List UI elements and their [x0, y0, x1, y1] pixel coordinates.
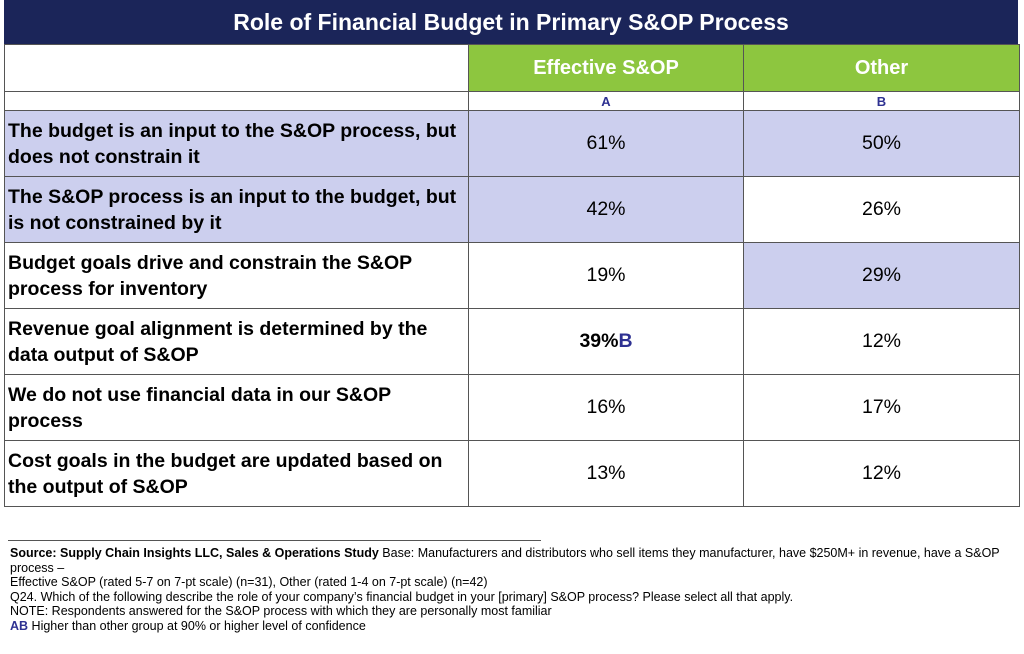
footnotes: Source: Supply Chain Insights LLC, Sales…: [10, 546, 1015, 633]
chart-title: Role of Financial Budget in Primary S&OP…: [4, 0, 1018, 44]
source-base: Base: Manufacturers and distributors who…: [10, 546, 1000, 575]
table-row: Revenue goal alignment is determined by …: [4, 308, 1020, 375]
significance-code: AB: [10, 618, 29, 633]
value-text: 12%: [861, 462, 902, 484]
significance-legend: AB Higher than other group at 90% or hig…: [10, 619, 1015, 634]
groups-note: Effective S&OP (rated 5-7 on 7-pt scale)…: [10, 575, 488, 589]
header-corner: [4, 44, 469, 92]
significance-marker: B: [618, 330, 633, 352]
value-text: 50%: [861, 132, 902, 154]
value-text: 39%: [579, 330, 619, 352]
results-table: Effective S&OP Other A B The budget is a…: [4, 44, 1020, 507]
table-row: Budget goals drive and constrain the S&O…: [4, 242, 1020, 309]
respondent-note: NOTE: Respondents answered for the S&OP …: [10, 604, 552, 618]
column-header-effective: Effective S&OP: [468, 44, 744, 92]
value-cell-other: 29%: [743, 242, 1020, 309]
value-cell-effective: 39%B: [468, 308, 744, 375]
value-text: 12%: [861, 330, 902, 352]
table-row: Cost goals in the budget are updated bas…: [4, 440, 1020, 507]
value-text: 13%: [586, 462, 626, 484]
table-row: The S&OP process is an input to the budg…: [4, 176, 1020, 243]
value-text: 26%: [861, 198, 902, 220]
row-label: The budget is an input to the S&OP proce…: [4, 110, 469, 177]
row-label: Budget goals drive and constrain the S&O…: [4, 242, 469, 309]
row-label: We do not use financial data in our S&OP…: [4, 374, 469, 441]
column-header-other: Other: [743, 44, 1020, 92]
value-cell-effective: 16%: [468, 374, 744, 441]
value-text: 61%: [586, 132, 626, 154]
value-text: 19%: [586, 264, 626, 286]
value-cell-other: 12%: [743, 440, 1020, 507]
letter-corner: [4, 91, 469, 111]
value-cell-other: 12%: [743, 308, 1020, 375]
table-row: We do not use financial data in our S&OP…: [4, 374, 1020, 441]
table-row: The budget is an input to the S&OP proce…: [4, 110, 1020, 177]
row-label: Cost goals in the budget are updated bas…: [4, 440, 469, 507]
significance-text: Higher than other group at 90% or higher…: [28, 618, 366, 633]
value-text: 42%: [586, 198, 626, 220]
footnote-divider: [8, 540, 541, 541]
value-cell-effective: 42%: [468, 176, 744, 243]
row-label: Revenue goal alignment is determined by …: [4, 308, 469, 375]
row-label: The S&OP process is an input to the budg…: [4, 176, 469, 243]
value-cell-effective: 61%: [468, 110, 744, 177]
value-cell-other: 26%: [743, 176, 1020, 243]
value-cell-effective: 13%: [468, 440, 744, 507]
column-letter-a: A: [468, 91, 744, 111]
value-cell-other: 50%: [743, 110, 1020, 177]
value-text: 29%: [861, 264, 902, 286]
column-letter-b: B: [743, 91, 1020, 111]
source-label: Source: Supply Chain Insights LLC, Sales…: [10, 546, 379, 560]
value-cell-other: 17%: [743, 374, 1020, 441]
question-note: Q24. Which of the following describe the…: [10, 589, 794, 604]
value-text: 16%: [586, 396, 626, 418]
source-note: Source: Supply Chain Insights LLC, Sales…: [10, 546, 1015, 575]
value-text: 17%: [861, 396, 902, 418]
value-cell-effective: 19%: [468, 242, 744, 309]
